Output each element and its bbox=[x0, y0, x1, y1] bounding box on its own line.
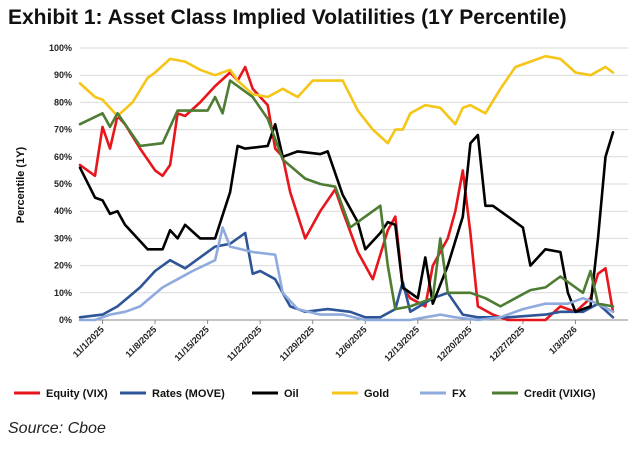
x-tick-labels: 11/1/2025 11/8/2025 11/15/2025 11/22/2025 11… bbox=[71, 324, 579, 363]
gridlines bbox=[80, 47, 628, 324]
x-tick-label: 11/29/2025 bbox=[278, 324, 317, 363]
y-tick-label: 10% bbox=[54, 288, 72, 298]
series-line-gold bbox=[78, 54, 615, 145]
y-tick-label: 80% bbox=[54, 97, 72, 107]
y-tick-label: 90% bbox=[54, 70, 72, 80]
y-axis-label: Percentile (1Y) bbox=[15, 146, 27, 223]
y-tick-labels: 0% 10% 20% 30% 40% 50% 60% 70% 80% 90% 100% bbox=[49, 43, 72, 325]
legend-item-equity-vix: Equity (VIX) bbox=[14, 388, 108, 400]
y-tick-label: 60% bbox=[54, 152, 72, 162]
x-tick-label: 11/15/2025 bbox=[172, 324, 211, 363]
legend-item-oil: Oil bbox=[252, 388, 299, 400]
series-line-fx bbox=[78, 226, 615, 322]
y-tick-label: 40% bbox=[54, 206, 72, 216]
x-tick-label: 12/13/2025 bbox=[382, 324, 421, 363]
series-line-oil bbox=[78, 122, 615, 314]
legend-item-gold: Gold bbox=[332, 388, 389, 400]
x-tick-label: 12/27/2025 bbox=[487, 324, 526, 363]
series-line-rates-move bbox=[78, 231, 615, 319]
x-tick-label: 11/22/2025 bbox=[225, 324, 264, 363]
legend-label: Credit (VIXIG) bbox=[524, 388, 596, 400]
legend-label: FX bbox=[452, 388, 467, 400]
y-tick-label: 0% bbox=[59, 315, 72, 325]
y-tick-label: 30% bbox=[54, 233, 72, 243]
legend-item-rates-move: Rates (MOVE) bbox=[120, 388, 225, 400]
legend-label: Oil bbox=[284, 388, 299, 400]
source-note: Source: Cboe bbox=[8, 420, 106, 437]
legend-item-fx: FX bbox=[420, 388, 467, 400]
y-tick-label: 70% bbox=[54, 125, 72, 135]
legend-label: Gold bbox=[364, 388, 389, 400]
x-tick-label: 11/8/2025 bbox=[123, 324, 158, 359]
x-tick-label: 11/1/2025 bbox=[71, 324, 106, 359]
y-tick-label: 20% bbox=[54, 261, 72, 271]
series-line-equity-vix bbox=[78, 65, 615, 322]
chart-title: Exhibit 1: Asset Class Implied Volatilit… bbox=[8, 6, 567, 29]
legend-label: Equity (VIX) bbox=[46, 388, 108, 400]
legend-label: Rates (MOVE) bbox=[152, 388, 225, 400]
y-tick-label: 50% bbox=[54, 179, 72, 189]
series-line-credit-vixig bbox=[78, 79, 615, 311]
x-tick-label: 12/20/2025 bbox=[435, 324, 474, 363]
x-tick-label: 12/6/2025 bbox=[333, 324, 368, 359]
series-lines bbox=[78, 54, 615, 322]
legend-item-credit-vixig: Credit (VIXIG) bbox=[492, 388, 596, 400]
y-tick-label: 100% bbox=[49, 43, 72, 53]
legend: Equity (VIX) Rates (MOVE) Oil Gold FX Credit … bbox=[14, 388, 596, 400]
x-tick-label: 1/3/2026 bbox=[547, 324, 579, 356]
